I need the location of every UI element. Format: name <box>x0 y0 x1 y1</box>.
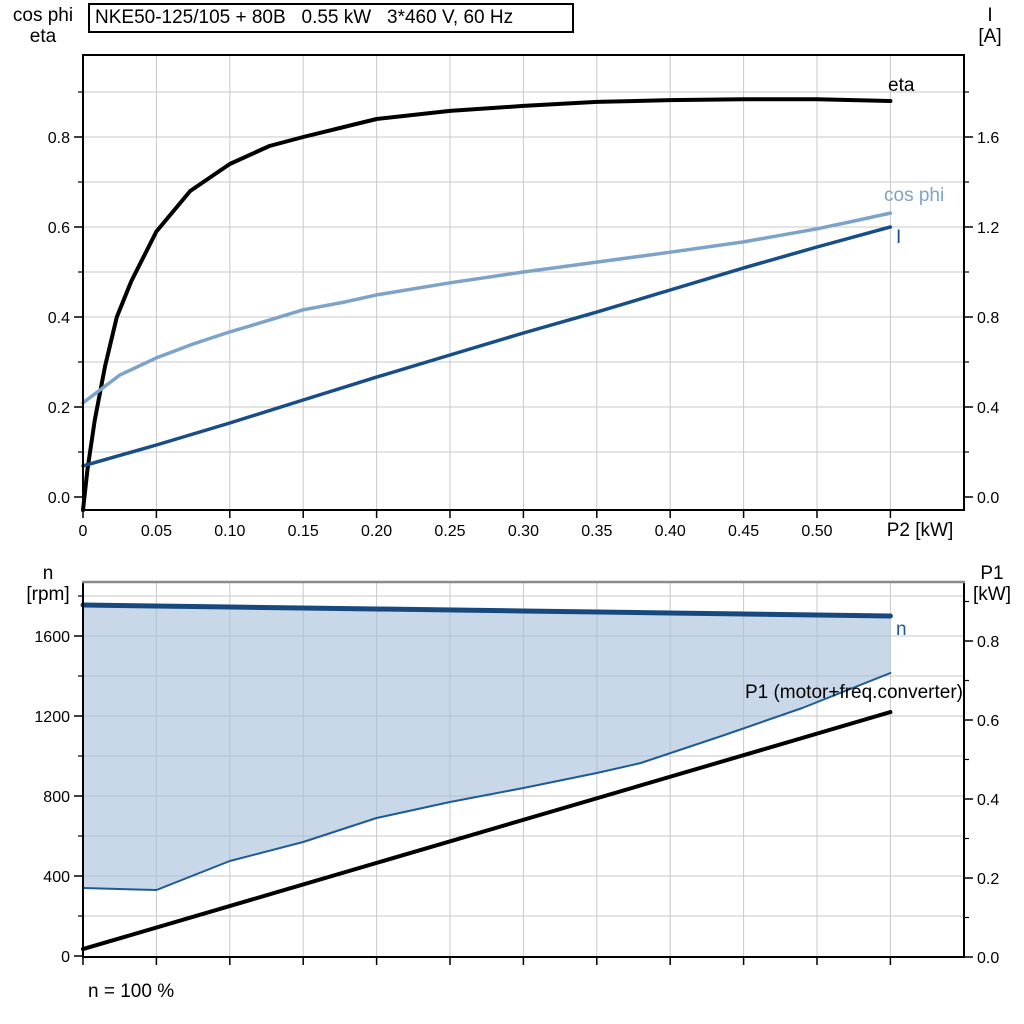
y-tick-label-left: 1600 <box>34 629 70 646</box>
x-tick-label: 0.20 <box>361 523 392 540</box>
right-axis-title-line2: [kW] <box>973 584 1011 605</box>
left-axis-title-line2: [rpm] <box>26 584 70 605</box>
y-tick-label-left: 0.0 <box>48 490 70 507</box>
y-tick-label-left: 800 <box>43 789 70 806</box>
curve-cos-phi <box>81 211 893 405</box>
y-tick-label-left: 0.4 <box>48 310 70 327</box>
y-tick-label-right: 1.6 <box>977 130 999 147</box>
y-tick-label-left: 1200 <box>34 709 70 726</box>
x-tick-label: 0 <box>79 523 88 540</box>
x-tick-label: 0.45 <box>728 523 759 540</box>
x-tick-label: 0.15 <box>288 523 319 540</box>
y-tick-label-left: 0 <box>61 949 70 966</box>
x-tick-label: 0.40 <box>655 523 686 540</box>
x-tick-label: 0.35 <box>581 523 612 540</box>
x-tick-label: 0.05 <box>141 523 172 540</box>
y-tick-label-left: 0.2 <box>48 400 70 417</box>
current-curve-label: I <box>896 227 902 248</box>
y-tick-label-right: 0.8 <box>977 634 999 651</box>
y-tick-label-right: 0.0 <box>977 950 999 967</box>
y-tick-label-right: 0.2 <box>977 871 999 888</box>
curve-n <box>80 602 893 619</box>
top-chart-left-axis-title: cos phi eta <box>3 5 83 47</box>
x-tick-label: 0.50 <box>801 523 832 540</box>
right-axis-title-line2: [A] <box>978 26 1002 47</box>
y-tick-label-left: 0.6 <box>48 220 70 237</box>
curve-n-min <box>82 672 892 891</box>
y-tick-label-left: 0.8 <box>48 130 70 147</box>
y-tick-label-right: 0.4 <box>977 792 999 809</box>
curve-eta <box>81 97 893 513</box>
left-axis-title-line1: n <box>42 563 54 584</box>
left-axis-title-line1: cos phi <box>12 5 74 26</box>
speed-percent-note: n = 100 % <box>88 981 175 1002</box>
bottom-chart-left-axis-title: n [rpm] <box>8 563 88 605</box>
duty-range-area <box>83 605 891 890</box>
x-tick-label: 0.30 <box>508 523 539 540</box>
cos-phi-curve-label: cos phi <box>884 185 945 206</box>
curve-i <box>81 225 893 468</box>
y-tick-label-right: 0.6 <box>977 713 999 730</box>
y-tick-label-left: 400 <box>43 869 70 886</box>
speed-curve-label: n <box>896 619 907 640</box>
top-chart-right-axis-title: I [A] <box>958 5 1022 47</box>
bottom-chart-right-axis-title: P1 [kW] <box>960 563 1024 605</box>
right-axis-title-line1: P1 <box>980 563 1004 584</box>
p1-curve-label: P1 (motor+freq.converter) <box>744 682 963 703</box>
y-tick-label-right: 0.4 <box>977 400 999 417</box>
x-tick-label: 0.10 <box>214 523 245 540</box>
left-axis-title-line2: eta <box>29 26 57 47</box>
y-tick-label-right: 0.8 <box>977 310 999 327</box>
right-axis-title-line1: I <box>987 5 993 26</box>
x-tick-label: 0.25 <box>434 523 465 540</box>
x-axis-title: P2 [kW] <box>886 520 954 541</box>
chart-title-box: NKE50-125/105 + 80B 0.55 kW 3*460 V, 60 … <box>88 3 574 33</box>
y-tick-label-right: 1.2 <box>977 220 999 237</box>
curve-p1-motor-freq-converter- <box>81 710 893 952</box>
eta-curve-label: eta <box>888 75 915 96</box>
y-tick-label-right: 0.0 <box>977 490 999 507</box>
